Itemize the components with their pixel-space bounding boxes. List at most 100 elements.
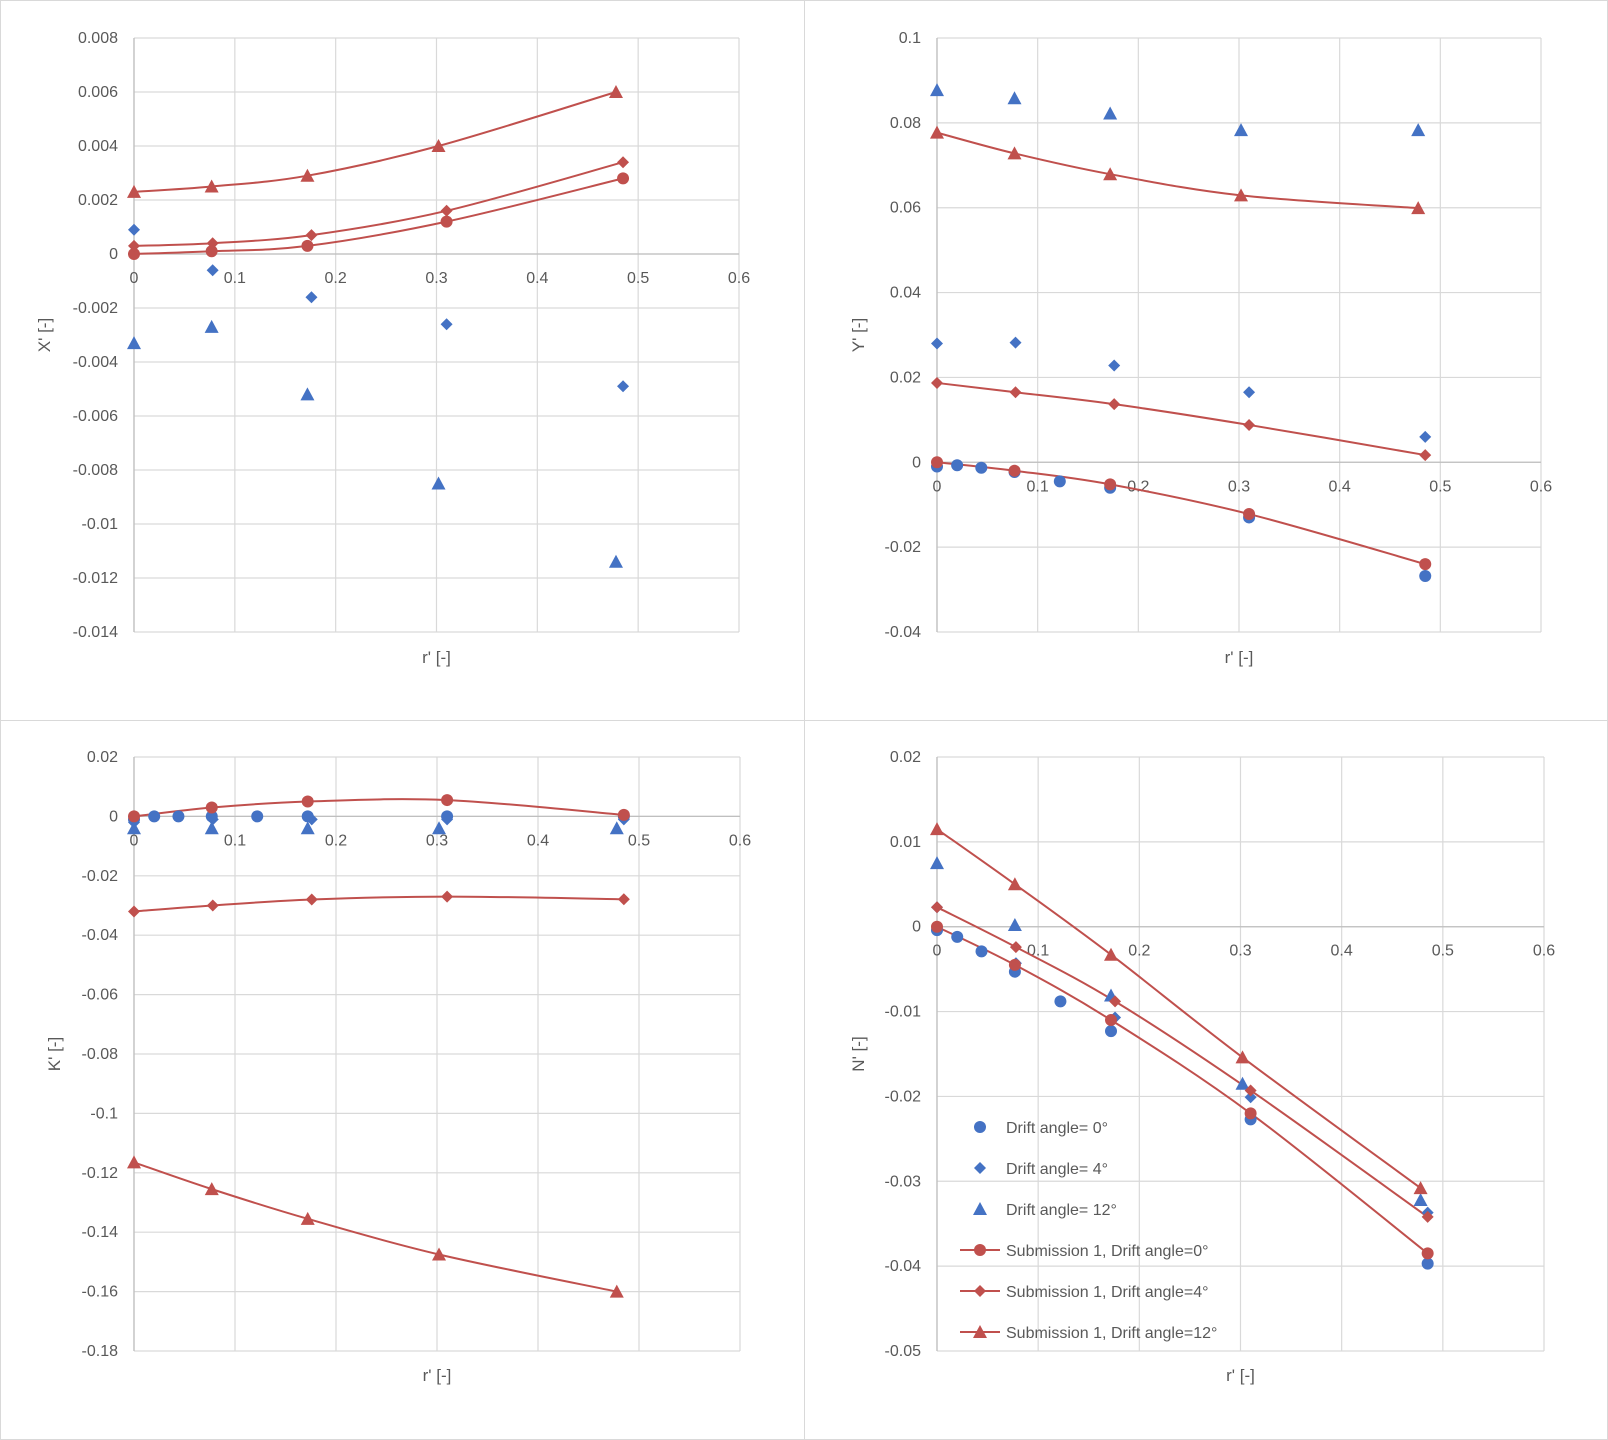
data-point xyxy=(300,168,315,182)
y-tick-label: -0.1 xyxy=(90,1105,118,1122)
y-tick-label: 0 xyxy=(109,246,118,263)
data-point xyxy=(975,461,988,474)
series-line xyxy=(133,91,617,193)
series-line xyxy=(133,177,624,255)
data-point xyxy=(432,1247,447,1261)
series-group xyxy=(127,85,630,568)
x-tick-label: 0 xyxy=(130,832,139,849)
y-tick-label: 0.02 xyxy=(87,749,118,766)
series-line xyxy=(133,798,624,818)
x-tick-label: 0.6 xyxy=(728,270,750,287)
x-tick-label: 0.1 xyxy=(224,270,246,287)
data-point xyxy=(148,810,161,823)
y-tick-label: -0.008 xyxy=(73,462,118,479)
data-point xyxy=(1007,91,1022,105)
data-point xyxy=(1413,1181,1428,1195)
data-point xyxy=(930,83,944,97)
legend-marker xyxy=(974,1121,986,1133)
series-group xyxy=(930,822,1434,1270)
legend-label: Submission 1, Drift angle=0° xyxy=(1006,1243,1209,1260)
data-point xyxy=(1008,958,1021,971)
data-point xyxy=(300,387,315,401)
y-axis-title: K' [-] xyxy=(45,1037,64,1071)
data-point xyxy=(1007,146,1022,160)
legend: Drift angle= 0° Drift angle= 4° Drift angl… xyxy=(960,1120,1217,1342)
data-point xyxy=(617,808,630,821)
data-point xyxy=(431,139,446,152)
x-tick-label: 0.4 xyxy=(1331,943,1353,960)
y-tick-label: -0.06 xyxy=(82,987,119,1004)
data-point xyxy=(930,856,944,870)
x-tick-label: 0.6 xyxy=(1530,478,1552,495)
data-point xyxy=(1054,995,1067,1008)
legend-marker xyxy=(973,1325,987,1338)
data-point xyxy=(951,930,964,943)
data-point xyxy=(441,813,454,826)
data-point xyxy=(1007,918,1022,932)
data-point xyxy=(1419,558,1432,571)
y-tick-label: 0.004 xyxy=(78,138,118,155)
data-point xyxy=(204,1182,219,1196)
data-point xyxy=(1009,941,1022,954)
data-point xyxy=(204,319,219,333)
data-point xyxy=(1243,508,1256,521)
data-point xyxy=(617,893,630,906)
data-point xyxy=(1009,386,1022,399)
panel-frame-n xyxy=(804,720,1608,1440)
x-tick-label: 0.4 xyxy=(1329,478,1351,495)
chart-x-force: 0.008 0.006 0.004 0.002 0 -0.002 -0.004 -0.006 -… xyxy=(35,30,750,667)
x-tick-label: 0.2 xyxy=(325,270,347,287)
data-point xyxy=(609,821,624,835)
y-axis-title: Y' [-] xyxy=(849,318,868,352)
data-point xyxy=(1411,201,1426,215)
y-axis-title: X' [-] xyxy=(35,318,54,352)
y-tick-label: -0.006 xyxy=(73,408,118,425)
y-tick-label: 0.02 xyxy=(890,749,921,766)
data-point xyxy=(1421,1210,1434,1223)
series-line xyxy=(133,1161,617,1293)
data-point xyxy=(931,337,943,350)
legend-label: Submission 1, Drift angle=12° xyxy=(1006,1325,1217,1342)
y-tick-label: -0.08 xyxy=(82,1046,119,1063)
legend-label: Submission 1, Drift angle=4° xyxy=(1006,1284,1209,1301)
x-axis-title: r' [-] xyxy=(423,1366,452,1385)
series-line xyxy=(936,461,1426,566)
data-point xyxy=(1419,430,1432,443)
data-point xyxy=(1103,106,1118,120)
y-tick-label: 0.08 xyxy=(890,115,921,132)
x-tick-label: 0.6 xyxy=(729,832,751,849)
legend-item: Drift angle= 4° xyxy=(974,1161,1108,1178)
data-point xyxy=(617,380,630,393)
data-point xyxy=(1421,1247,1434,1260)
data-point xyxy=(1108,398,1121,411)
data-point xyxy=(1421,1257,1434,1270)
data-point xyxy=(128,239,140,252)
y-tick-label: -0.014 xyxy=(73,624,118,641)
data-point xyxy=(609,1284,624,1298)
y-tick-label: 0.006 xyxy=(78,84,118,101)
data-point xyxy=(930,125,944,139)
data-point xyxy=(1244,1107,1257,1120)
data-point xyxy=(931,901,943,914)
legend-item: Submission 1, Drift angle=0° xyxy=(960,1243,1209,1260)
y-tick-label: 0.1 xyxy=(899,30,921,47)
data-point xyxy=(1008,464,1021,477)
data-point xyxy=(440,215,453,228)
data-point xyxy=(305,813,318,826)
y-tick-label: -0.04 xyxy=(885,624,922,641)
x-tick-label: 0.1 xyxy=(1027,478,1049,495)
data-point xyxy=(440,204,453,217)
data-point xyxy=(432,821,447,835)
data-point xyxy=(1244,1091,1257,1104)
y-tick-label: 0 xyxy=(912,919,921,936)
legend-label: Drift angle= 12° xyxy=(1006,1202,1117,1219)
data-point xyxy=(1053,475,1066,488)
data-point xyxy=(617,156,630,169)
data-point xyxy=(617,172,630,185)
data-point xyxy=(128,223,140,236)
y-axis-title: N' [-] xyxy=(849,1036,868,1071)
data-point xyxy=(1413,1192,1428,1206)
x-tick-label: 0.4 xyxy=(527,832,549,849)
data-point xyxy=(1234,123,1249,137)
y-tick-label: -0.01 xyxy=(885,1004,922,1021)
